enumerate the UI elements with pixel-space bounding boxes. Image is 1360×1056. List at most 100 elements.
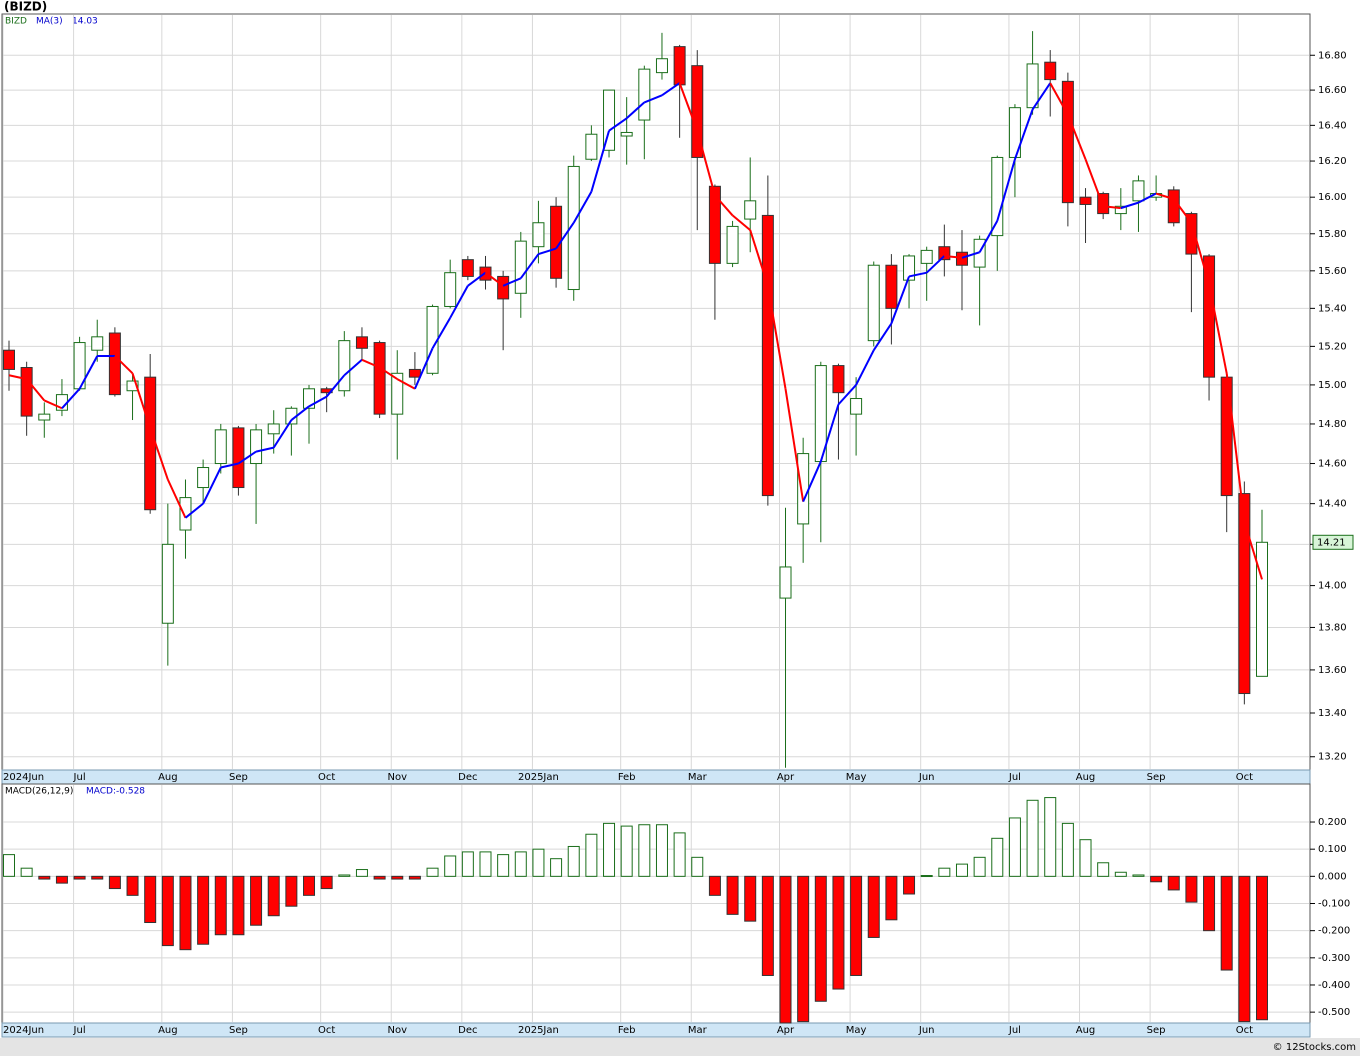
candle-body xyxy=(585,133,598,160)
ma-segment xyxy=(1049,82,1069,116)
bar xyxy=(1203,875,1216,932)
candle-body xyxy=(461,259,474,277)
ma-segment xyxy=(926,255,946,274)
bar xyxy=(320,875,333,890)
ma-segment xyxy=(325,374,346,398)
x-tick-label: Sep xyxy=(229,1025,248,1036)
candle-body xyxy=(1026,63,1039,109)
price-tag-label: 14.21 xyxy=(1317,537,1346,548)
candle-body xyxy=(532,222,545,248)
bar xyxy=(920,875,933,878)
candle-body xyxy=(373,342,386,415)
candle-body xyxy=(267,423,280,435)
y-tick-label: 15.40 xyxy=(1318,303,1347,314)
ma-segment xyxy=(379,366,398,380)
candle-body xyxy=(126,380,139,392)
ma-segment xyxy=(1120,201,1139,210)
ma-segment xyxy=(272,419,293,449)
x-tick-label: 2024Jun xyxy=(3,1025,44,1036)
bar xyxy=(55,875,68,884)
x-tick-label: Sep xyxy=(1147,1025,1166,1036)
candle-body xyxy=(3,349,15,370)
bar xyxy=(691,856,704,877)
candle-body xyxy=(1079,196,1092,205)
x-tick-label: Nov xyxy=(387,1025,407,1036)
bar xyxy=(1150,875,1163,883)
bar xyxy=(744,875,757,922)
y-tick-label: 0.200 xyxy=(1318,817,1347,828)
bar xyxy=(567,845,580,877)
ma-segment xyxy=(538,247,557,256)
ma-segment xyxy=(1208,283,1228,374)
ma-segment xyxy=(731,214,751,231)
candle-body xyxy=(638,68,651,121)
candle-body xyxy=(497,275,510,300)
candle-body xyxy=(38,413,51,421)
candle-body xyxy=(391,372,404,415)
bar xyxy=(144,875,157,924)
candle-body xyxy=(197,467,210,489)
ma-segment xyxy=(819,404,840,462)
footer: © 12Stocks.com xyxy=(1273,1042,1356,1053)
ma-segment xyxy=(572,191,593,224)
candle-body xyxy=(744,200,757,220)
x-tick-label: Sep xyxy=(1147,772,1166,783)
bar xyxy=(585,833,598,877)
x-tick-label: Jun xyxy=(918,772,935,783)
x-tick-label: Jul xyxy=(73,772,86,783)
y-tick-label: 14.00 xyxy=(1318,581,1347,592)
ma-segment xyxy=(1013,109,1034,160)
y-tick-label: 15.80 xyxy=(1318,229,1347,240)
bar xyxy=(850,875,863,976)
bar xyxy=(479,851,492,877)
ma-segment xyxy=(1066,114,1087,160)
x-tick-label: 2025Jan xyxy=(518,772,559,783)
ma-segment xyxy=(25,378,46,402)
y-tick-label: -0.100 xyxy=(1318,899,1350,910)
candle-body xyxy=(885,264,898,309)
bar xyxy=(1167,875,1180,891)
ma-segment xyxy=(431,317,452,349)
bar xyxy=(550,858,563,877)
ma-segment xyxy=(413,347,434,390)
price-tag xyxy=(1312,534,1354,550)
x-tick-label: May xyxy=(846,772,867,783)
bar xyxy=(655,824,668,877)
ma-segment xyxy=(449,285,469,319)
x-tick-label: Jul xyxy=(1008,772,1021,783)
footer-bar xyxy=(0,1038,1360,1056)
macd-value: MACD:-0.528 xyxy=(86,787,145,797)
y-tick-label: 15.60 xyxy=(1318,266,1347,277)
ma-segment xyxy=(396,378,416,390)
y-tick-label: -0.300 xyxy=(1318,953,1350,964)
bar xyxy=(814,875,827,1002)
ma-segment xyxy=(131,372,152,429)
bar xyxy=(1238,875,1251,1023)
bar xyxy=(285,875,298,907)
candle-body xyxy=(655,58,668,74)
ma-segment xyxy=(590,130,610,193)
bar xyxy=(991,837,1004,877)
x-axis-strip xyxy=(1,1022,1311,1038)
bar xyxy=(797,875,810,1023)
candle-body xyxy=(1132,180,1145,202)
x-tick-label: 2025Jan xyxy=(518,1025,559,1036)
bar xyxy=(1132,874,1145,877)
y-tick-label: 16.60 xyxy=(1318,85,1347,96)
ma-segment xyxy=(202,467,222,505)
bar xyxy=(108,875,121,890)
ma-segment xyxy=(8,374,27,381)
candle-body xyxy=(1238,493,1251,695)
x-tick-label: Oct xyxy=(1236,772,1253,783)
candle-body xyxy=(444,272,457,307)
bar xyxy=(514,851,527,877)
bar xyxy=(673,832,686,877)
candle-body xyxy=(108,332,121,396)
x-tick-label: Mar xyxy=(688,772,708,783)
y-tick-label: -0.200 xyxy=(1318,926,1350,937)
candle-body xyxy=(920,249,933,264)
candle-body xyxy=(673,46,686,86)
ma-segment xyxy=(149,427,169,480)
ma-segment xyxy=(166,479,187,519)
